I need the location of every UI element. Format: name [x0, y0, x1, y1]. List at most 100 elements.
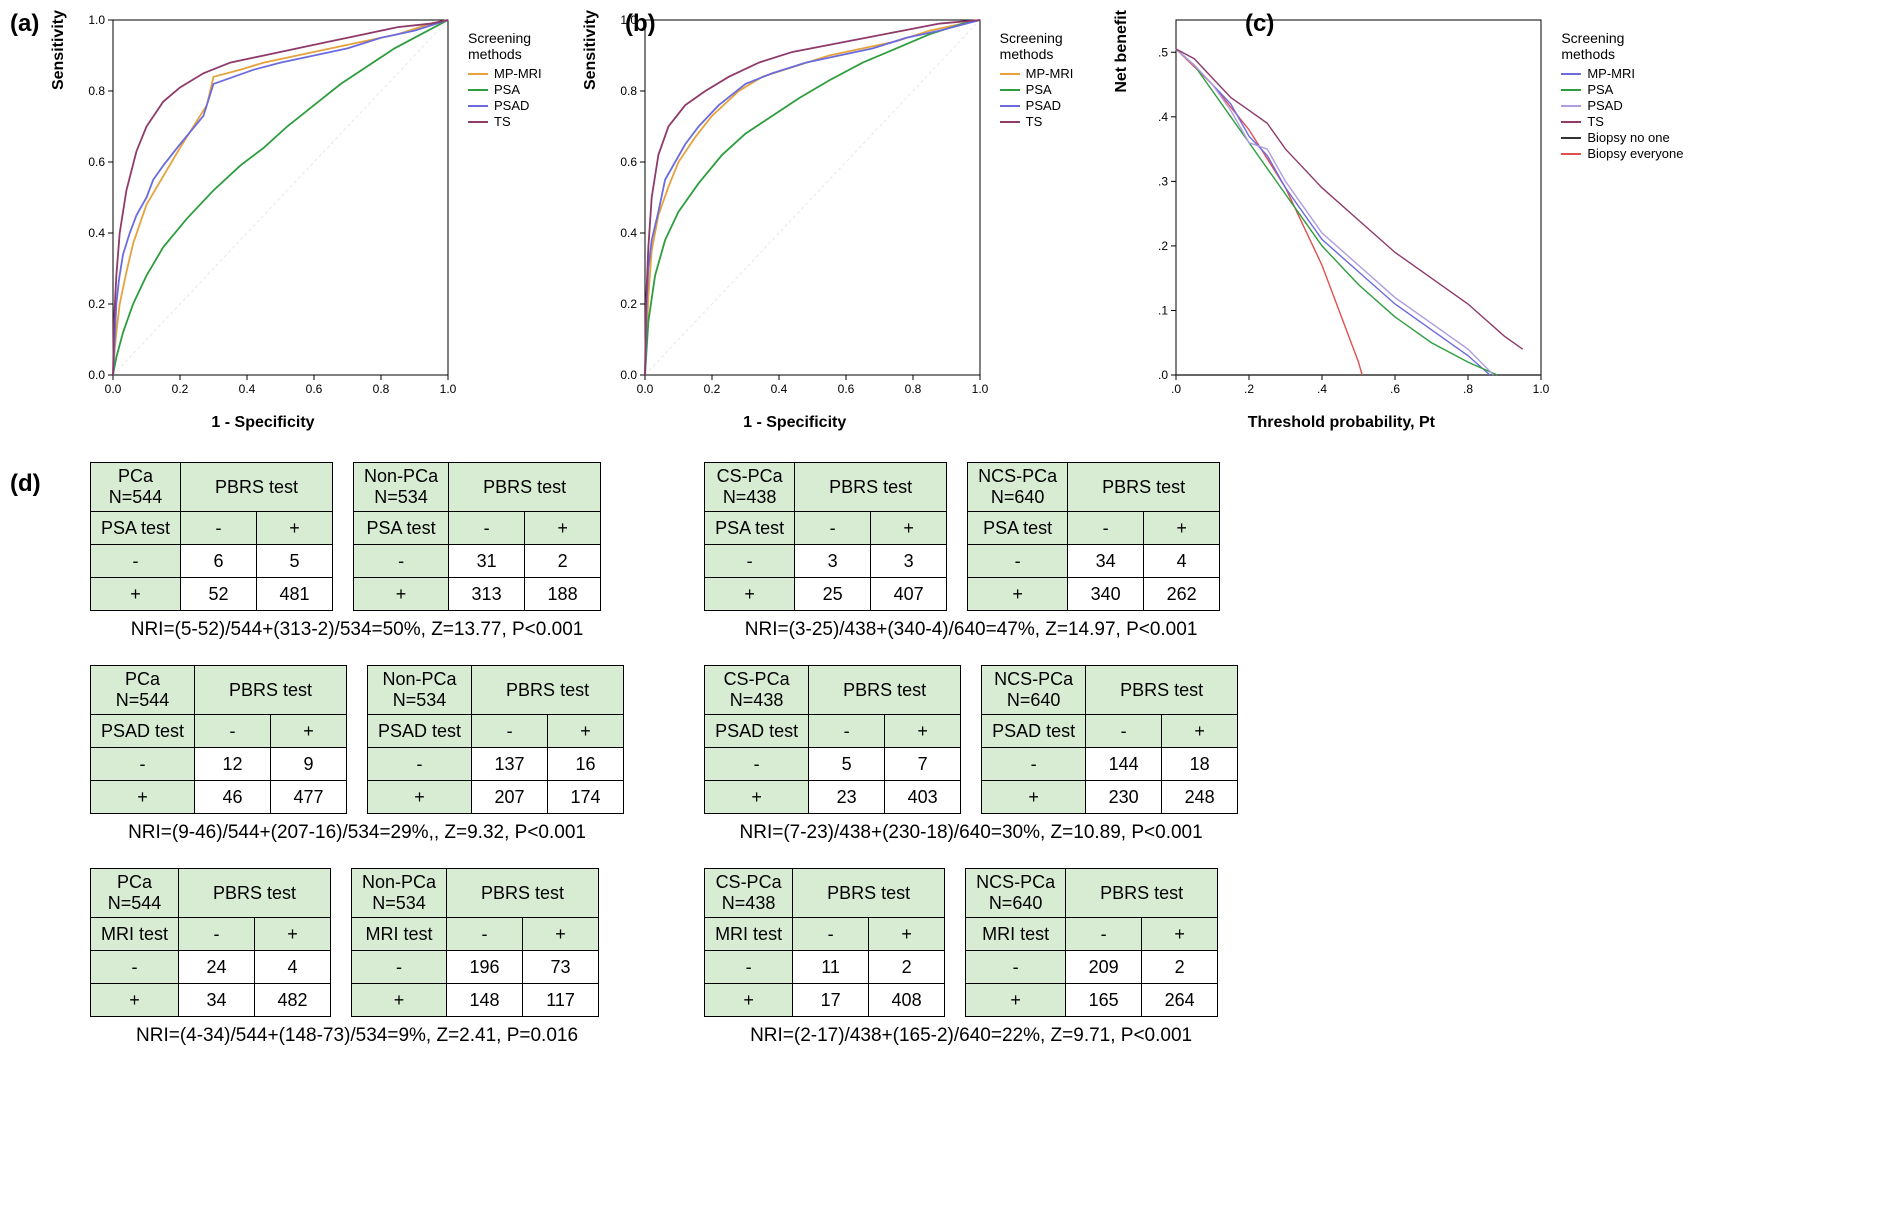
svg-text:.0: .0 [1158, 368, 1168, 382]
legend-label: PSA [1026, 82, 1052, 97]
legend-swatch [1561, 153, 1581, 155]
legend-label: MP-MRI [1026, 66, 1074, 81]
svg-text:0.2: 0.2 [88, 297, 105, 311]
charts-row: Sensitivity 0.00.20.40.60.81.00.00.20.40… [50, 10, 1896, 432]
svg-text:.2: .2 [1158, 239, 1168, 253]
legend-swatch [468, 105, 488, 107]
chart-b: Sensitivity 0.00.20.40.60.81.00.00.20.40… [582, 10, 1074, 432]
chart-a: Sensitivity 0.00.20.40.60.81.00.00.20.40… [50, 10, 542, 432]
table-pair-row: CS-PCaN=438PBRS test MRI test-+ -112 +17… [704, 868, 1238, 1017]
nri-caption: NRI=(5-52)/544+(313-2)/534=50%, Z=13.77,… [90, 619, 624, 641]
legend-label: TS [1026, 114, 1043, 129]
panel-c-label: (c) [1245, 10, 1274, 38]
nri-table: NCS-PCaN=640PBRS test PSAD test-+ -14418… [981, 665, 1238, 814]
nri-table: NCS-PCaN=640PBRS test PSA test-+ -344 +3… [967, 462, 1220, 611]
roc-b-svg: 0.00.20.40.60.81.00.00.20.40.60.81.0 [600, 10, 990, 410]
legend-swatch [468, 73, 488, 75]
svg-text:0.6: 0.6 [88, 155, 105, 169]
svg-text:.8: .8 [1463, 382, 1473, 396]
legend-item: PSA [468, 82, 542, 97]
nri-caption: NRI=(4-34)/544+(148-73)/534=9%, Z=2.41, … [90, 1025, 624, 1047]
figure-container: (a) (b) (c) Sensitivity 0.00.20.40.60.81… [10, 10, 1896, 1065]
y-axis-label-c: Net benefit [1113, 10, 1131, 93]
nri-table: Non-PCaN=534PBRS test MRI test-+ -19673 … [351, 868, 599, 1017]
legend-title-a: Screening methods [468, 30, 542, 62]
svg-text:0.0: 0.0 [105, 382, 122, 396]
legend-label: Biopsy no one [1587, 130, 1669, 145]
legend-item: PSAD [468, 98, 542, 113]
legend-swatch [1000, 89, 1020, 91]
legend-label: PSA [494, 82, 520, 97]
chart-c: Net benefit .0.2.4.6.81.0.0.1.2.3.4.5 Th… [1113, 10, 1701, 432]
svg-text:.6: .6 [1390, 382, 1400, 396]
svg-text:0.4: 0.4 [770, 382, 787, 396]
svg-text:0.4: 0.4 [239, 382, 256, 396]
svg-text:0.4: 0.4 [88, 226, 105, 240]
nri-caption: NRI=(2-17)/438+(165-2)/640=22%, Z=9.71, … [704, 1025, 1238, 1047]
svg-text:0.4: 0.4 [620, 226, 637, 240]
legend-item: MP-MRI [1561, 66, 1683, 81]
nri-caption: NRI=(7-23)/438+(230-18)/640=30%, Z=10.89… [704, 822, 1238, 844]
legend-title-c: Screening methods [1561, 30, 1683, 62]
nri-table: CS-PCaN=438PBRS test PSA test-+ -33 +254… [704, 462, 947, 611]
legend-label: MP-MRI [1587, 66, 1635, 81]
svg-text:0.8: 0.8 [904, 382, 921, 396]
svg-text:0.8: 0.8 [620, 84, 637, 98]
svg-text:0.0: 0.0 [620, 368, 637, 382]
svg-text:1.0: 1.0 [1533, 382, 1550, 396]
nri-table: PCaN=544PBRS test PSAD test-+ -129 +4647… [90, 665, 347, 814]
legend-swatch [468, 89, 488, 91]
legend-item: TS [1561, 114, 1683, 129]
legend-swatch [1000, 73, 1020, 75]
legend-label: MP-MRI [494, 66, 542, 81]
legend-label: PSAD [494, 98, 529, 113]
svg-text:1.0: 1.0 [88, 13, 105, 27]
legend-title-b: Screening methods [1000, 30, 1074, 62]
legend-swatch [1561, 137, 1581, 139]
legend-label: PSA [1587, 82, 1613, 97]
legend-item: PSAD [1561, 98, 1683, 113]
panel-a-label: (a) [10, 10, 39, 38]
x-axis-label-b: 1 - Specificity [743, 414, 846, 432]
legend-item: Biopsy everyone [1561, 146, 1683, 161]
legend-item: MP-MRI [468, 66, 542, 81]
x-axis-label-c: Threshold probability, Pt [1248, 414, 1435, 432]
svg-text:0.0: 0.0 [636, 382, 653, 396]
nri-table: Non-PCaN=534PBRS test PSAD test-+ -13716… [367, 665, 624, 814]
legend-item: PSA [1000, 82, 1074, 97]
table-pair-row: PCaN=544PBRS test MRI test-+ -244 +34482… [90, 868, 624, 1017]
x-axis-label-a: 1 - Specificity [211, 414, 314, 432]
legend-swatch [1000, 105, 1020, 107]
legend-label: TS [1587, 114, 1604, 129]
legend-swatch [1000, 121, 1020, 123]
nri-table: PCaN=544PBRS test MRI test-+ -244 +34482 [90, 868, 331, 1017]
legend-label: PSAD [1026, 98, 1061, 113]
legend-label: Biopsy everyone [1587, 146, 1683, 161]
nri-table: NCS-PCaN=640PBRS test MRI test-+ -2092 +… [965, 868, 1218, 1017]
table-pair-row: CS-PCaN=438PBRS test PSAD test-+ -57 +23… [704, 665, 1238, 814]
table-pair-row: PCaN=544PBRS test PSAD test-+ -129 +4647… [90, 665, 624, 814]
svg-text:.3: .3 [1158, 174, 1168, 188]
svg-text:.4: .4 [1317, 382, 1327, 396]
svg-text:0.2: 0.2 [172, 382, 189, 396]
svg-text:.1: .1 [1158, 303, 1168, 317]
svg-text:.0: .0 [1171, 382, 1181, 396]
svg-text:0.6: 0.6 [306, 382, 323, 396]
svg-text:0.2: 0.2 [620, 297, 637, 311]
tables-right-col: CS-PCaN=438PBRS test PSA test-+ -33 +254… [704, 462, 1238, 1065]
table-pair-row: CS-PCaN=438PBRS test PSA test-+ -33 +254… [704, 462, 1238, 611]
legend-swatch [1561, 105, 1581, 107]
legend-b: Screening methods MP-MRIPSAPSADTS [1000, 30, 1074, 130]
nri-caption: NRI=(3-25)/438+(340-4)/640=47%, Z=14.97,… [704, 619, 1238, 641]
legend-a: Screening methods MP-MRIPSAPSADTS [468, 30, 542, 130]
nri-caption: NRI=(9-46)/544+(207-16)/534=29%,, Z=9.32… [90, 822, 624, 844]
roc-a-svg: 0.00.20.40.60.81.00.00.20.40.60.81.0 [68, 10, 458, 410]
svg-text:.2: .2 [1244, 382, 1254, 396]
dca-c-svg: .0.2.4.6.81.0.0.1.2.3.4.5 [1131, 10, 1551, 410]
svg-text:1.0: 1.0 [440, 382, 457, 396]
legend-item: TS [1000, 114, 1074, 129]
legend-item: PSA [1561, 82, 1683, 97]
legend-item: Biopsy no one [1561, 130, 1683, 145]
legend-item: PSAD [1000, 98, 1074, 113]
legend-swatch [1561, 73, 1581, 75]
